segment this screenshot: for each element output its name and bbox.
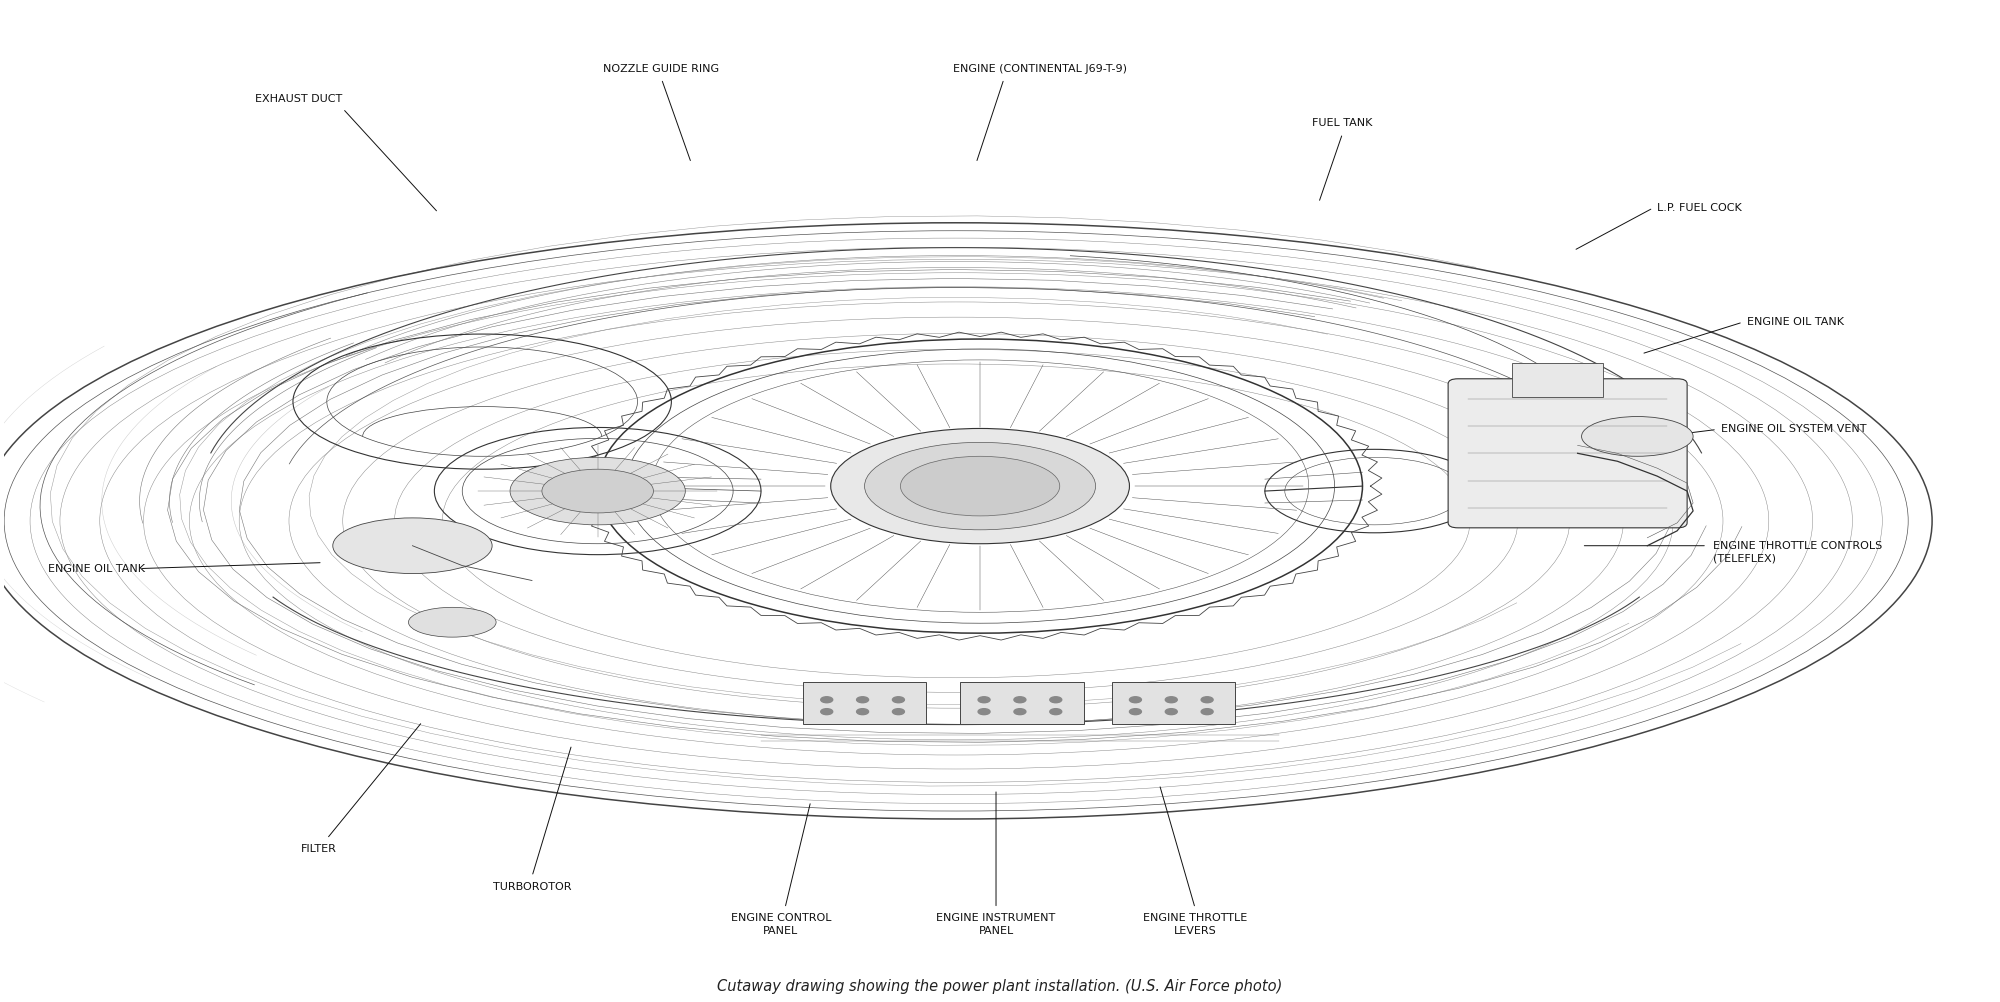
Circle shape xyxy=(1166,708,1178,714)
Circle shape xyxy=(820,708,832,714)
Text: ENGINE OIL SYSTEM VENT: ENGINE OIL SYSTEM VENT xyxy=(1720,425,1866,435)
Circle shape xyxy=(1130,708,1142,714)
Text: ENGINE THROTTLE
LEVERS: ENGINE THROTTLE LEVERS xyxy=(1144,914,1248,936)
Ellipse shape xyxy=(542,469,654,513)
FancyBboxPatch shape xyxy=(960,681,1084,723)
Text: L.P. FUEL COCK: L.P. FUEL COCK xyxy=(1658,202,1742,212)
Ellipse shape xyxy=(510,457,686,525)
Text: ENGINE CONTROL
PANEL: ENGINE CONTROL PANEL xyxy=(730,914,832,936)
Circle shape xyxy=(856,696,868,702)
Text: FILTER: FILTER xyxy=(300,844,336,854)
Circle shape xyxy=(856,708,868,714)
Ellipse shape xyxy=(332,518,492,573)
Circle shape xyxy=(978,708,990,714)
Circle shape xyxy=(1202,708,1214,714)
Ellipse shape xyxy=(830,429,1130,544)
Circle shape xyxy=(1014,708,1026,714)
Text: TURBOROTOR: TURBOROTOR xyxy=(492,882,572,892)
Circle shape xyxy=(892,696,904,702)
Text: FUEL TANK: FUEL TANK xyxy=(1312,118,1372,128)
Circle shape xyxy=(892,708,904,714)
Text: EXHAUST DUCT: EXHAUST DUCT xyxy=(256,93,342,103)
Text: NOZZLE GUIDE RING: NOZZLE GUIDE RING xyxy=(604,64,720,74)
Circle shape xyxy=(1050,708,1062,714)
Text: ENGINE (CONTINENTAL J69-T-9): ENGINE (CONTINENTAL J69-T-9) xyxy=(952,64,1126,74)
Text: ENGINE THROTTLE CONTROLS
(TELEFLEX): ENGINE THROTTLE CONTROLS (TELEFLEX) xyxy=(1714,541,1882,564)
Circle shape xyxy=(1050,696,1062,702)
Circle shape xyxy=(978,696,990,702)
FancyBboxPatch shape xyxy=(1448,379,1688,528)
Circle shape xyxy=(820,696,832,702)
Circle shape xyxy=(1014,696,1026,702)
Text: ENGINE OIL TANK: ENGINE OIL TANK xyxy=(48,563,144,573)
Circle shape xyxy=(1202,696,1214,702)
Text: Cutaway drawing showing the power plant installation. (U.S. Air Force photo): Cutaway drawing showing the power plant … xyxy=(718,979,1282,994)
FancyBboxPatch shape xyxy=(1112,681,1236,723)
Ellipse shape xyxy=(408,607,496,637)
Ellipse shape xyxy=(1582,417,1694,456)
Ellipse shape xyxy=(900,456,1060,516)
Text: ENGINE OIL TANK: ENGINE OIL TANK xyxy=(1746,318,1844,327)
Circle shape xyxy=(1130,696,1142,702)
FancyBboxPatch shape xyxy=(1512,363,1604,397)
Ellipse shape xyxy=(864,442,1096,530)
Circle shape xyxy=(1166,696,1178,702)
Text: ENGINE INSTRUMENT
PANEL: ENGINE INSTRUMENT PANEL xyxy=(936,914,1056,936)
FancyBboxPatch shape xyxy=(802,681,926,723)
